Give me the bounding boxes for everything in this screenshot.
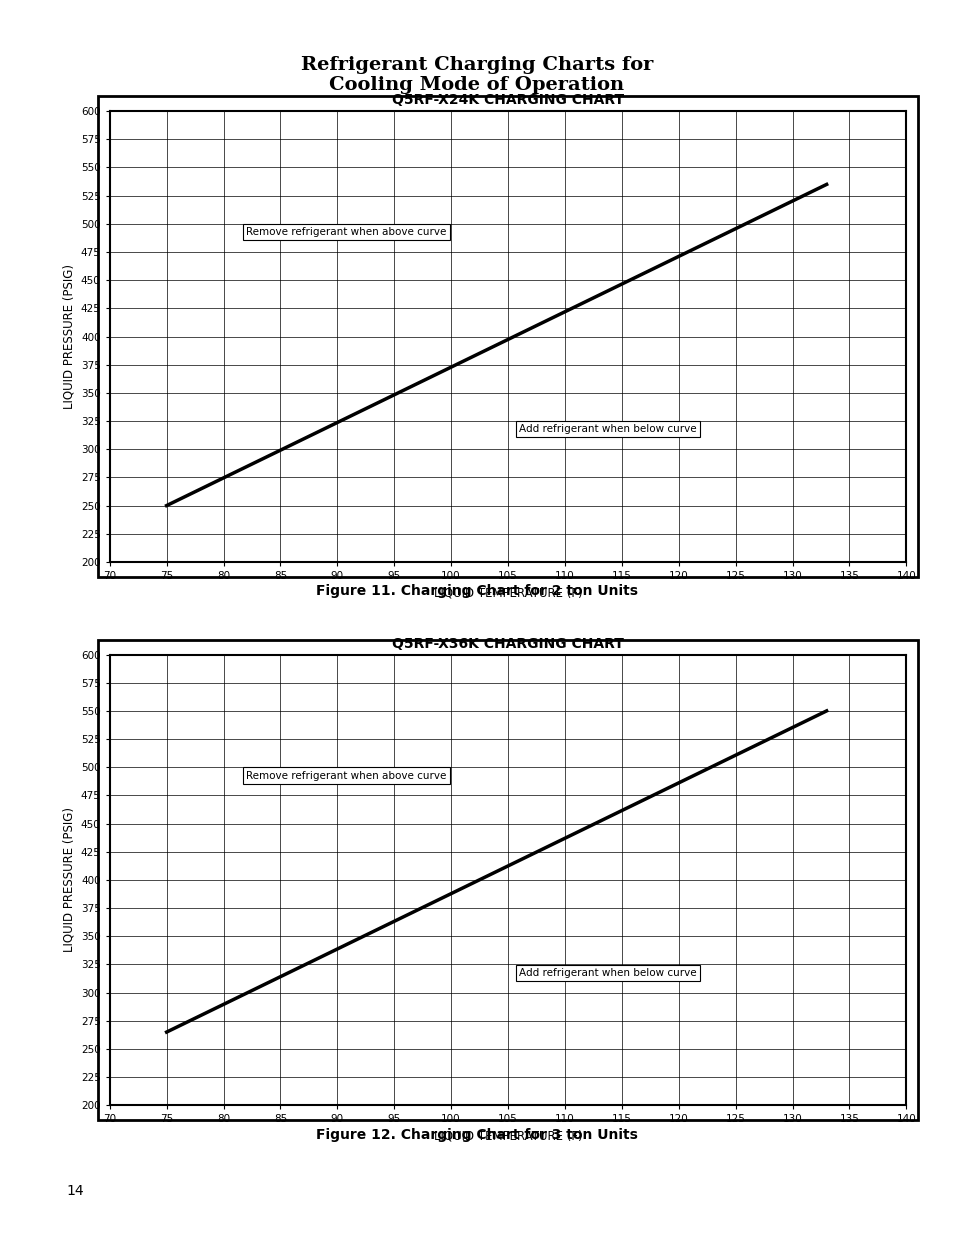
- Title: Q5RF-X36K CHARGING CHART: Q5RF-X36K CHARGING CHART: [392, 636, 623, 651]
- Text: Figure 11. Charging Chart for 2 ton Units: Figure 11. Charging Chart for 2 ton Unit…: [315, 584, 638, 598]
- Y-axis label: LIQUID PRESSURE (PSIG): LIQUID PRESSURE (PSIG): [62, 808, 75, 952]
- Text: Remove refrigerant when above curve: Remove refrigerant when above curve: [246, 771, 446, 781]
- Text: Remove refrigerant when above curve: Remove refrigerant when above curve: [246, 227, 446, 237]
- Text: 14: 14: [67, 1184, 84, 1198]
- Text: Add refrigerant when below curve: Add refrigerant when below curve: [518, 968, 697, 978]
- X-axis label: LIQUID TEMPERATURE (F): LIQUID TEMPERATURE (F): [434, 1130, 581, 1142]
- Y-axis label: LIQUID PRESSURE (PSIG): LIQUID PRESSURE (PSIG): [62, 264, 75, 409]
- Text: Add refrigerant when below curve: Add refrigerant when below curve: [518, 425, 697, 435]
- X-axis label: LIQUID TEMPERATURE (F): LIQUID TEMPERATURE (F): [434, 587, 581, 599]
- Text: Refrigerant Charging Charts for
Cooling Mode of Operation: Refrigerant Charging Charts for Cooling …: [300, 56, 653, 94]
- Text: Figure 12. Charging Chart for 3 ton Units: Figure 12. Charging Chart for 3 ton Unit…: [315, 1128, 638, 1141]
- Title: Q5RF-X24K CHARGING CHART: Q5RF-X24K CHARGING CHART: [392, 93, 623, 107]
